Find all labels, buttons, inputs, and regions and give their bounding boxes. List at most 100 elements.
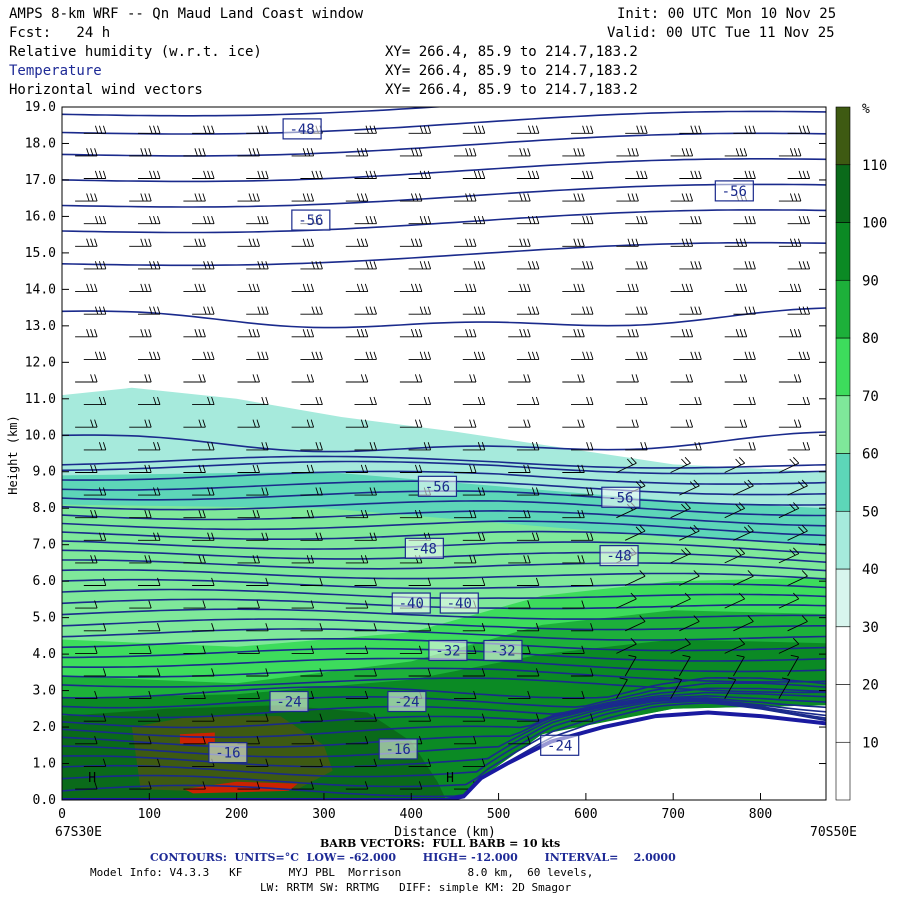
wind-barb xyxy=(724,238,748,247)
wind-barb xyxy=(679,524,700,541)
x-tick-label: 800 xyxy=(749,807,772,822)
x-tick-label: 300 xyxy=(312,807,335,822)
wind-barb xyxy=(129,464,152,473)
wind-barb xyxy=(670,148,694,157)
isotherm-37 xyxy=(62,241,826,267)
wind-barb xyxy=(625,351,648,360)
wind-barb xyxy=(625,396,648,406)
temperature-label-box xyxy=(417,475,458,497)
wind-barb xyxy=(787,215,811,225)
wind-barb xyxy=(508,464,531,473)
wind-barb xyxy=(516,215,540,225)
field-xy-rh: XY= 266.4, 85.9 to 214.7,183.2 xyxy=(385,44,638,60)
rh-region-9 xyxy=(184,781,298,794)
y-tick-label: 18.0 xyxy=(25,136,56,151)
wind-barb xyxy=(562,283,585,293)
wind-barb xyxy=(300,532,323,541)
wind-barb xyxy=(733,306,756,315)
wind-barb xyxy=(138,442,161,451)
wind-barb xyxy=(571,306,594,315)
wind-barb xyxy=(75,781,98,790)
colorbar-swatch xyxy=(835,453,851,512)
temperature-labels: -48 -56 -56 -56 -56 -48 -48 -40 -40 -32 -32 -24 -24 -… xyxy=(208,118,754,764)
wind-barb xyxy=(345,193,369,202)
wind-barb xyxy=(778,677,791,699)
wind-barb xyxy=(616,677,628,699)
wind-barb xyxy=(454,148,477,157)
field-label-rh: Relative humidity (w.r.t. ice) xyxy=(9,44,262,60)
isotherm-5 xyxy=(62,697,826,748)
wind-barb xyxy=(246,351,269,360)
wind-barb xyxy=(183,329,206,338)
wind-barb xyxy=(345,148,369,157)
wind-barb xyxy=(192,487,215,496)
wind-barb xyxy=(345,690,369,700)
wind-barb xyxy=(75,193,98,202)
wind-barb xyxy=(138,396,161,406)
wind-barb xyxy=(183,509,206,519)
wind-barb xyxy=(787,306,811,315)
wind-barb xyxy=(291,329,315,338)
wind-barb xyxy=(183,736,206,745)
wind-barb xyxy=(300,487,323,496)
temperature-label-box xyxy=(439,592,479,614)
forecast-hour: Fcst: 24 h xyxy=(9,25,111,41)
wind-barb xyxy=(625,306,648,315)
wind-barb xyxy=(83,713,107,722)
wind-barb xyxy=(192,125,215,134)
wind-barb xyxy=(246,215,269,225)
wind-barb xyxy=(571,215,594,225)
wind-barb xyxy=(246,668,269,677)
wind-barb xyxy=(300,442,323,451)
wind-barb xyxy=(571,170,594,179)
temperature-label-box xyxy=(483,639,523,662)
wind-barb xyxy=(562,600,585,609)
wind-barb xyxy=(516,261,540,270)
wind-barb xyxy=(345,600,369,609)
wind-barb xyxy=(679,351,702,360)
wind-barb xyxy=(408,261,432,270)
wind-barbs xyxy=(75,125,811,790)
wind-barb xyxy=(571,396,594,406)
wind-barb xyxy=(246,396,269,406)
wind-barb xyxy=(778,193,802,202)
y-tick-label: 0.0 xyxy=(33,793,56,808)
wind-barb xyxy=(454,329,477,338)
wind-barb xyxy=(462,125,486,134)
colorbar-tick-label: 10 xyxy=(862,735,879,751)
wind-barb xyxy=(129,148,152,157)
wind-barb xyxy=(408,351,432,360)
wind-barb xyxy=(724,547,746,564)
wind-barb xyxy=(733,215,756,225)
wind-barb xyxy=(192,668,215,677)
wind-barb xyxy=(516,577,540,586)
wind-barb xyxy=(345,509,369,519)
wind-barb xyxy=(571,713,594,722)
wind-barb xyxy=(138,306,161,315)
wind-barb xyxy=(616,193,639,202)
wind-barb xyxy=(75,690,98,700)
temperature-label: -56 xyxy=(425,479,450,495)
wind-barb xyxy=(508,329,531,338)
chart-title: AMPS 8-km WRF -- Qn Maud Land Coast wind… xyxy=(9,6,364,22)
wind-barb xyxy=(129,329,152,338)
wind-barb xyxy=(354,713,377,722)
wind-barb xyxy=(462,306,486,315)
wind-barb xyxy=(508,736,531,745)
wind-barb xyxy=(192,577,215,586)
wind-barb xyxy=(345,283,369,293)
wind-barb xyxy=(778,148,802,157)
wind-barb xyxy=(183,419,206,428)
isotherm-40 xyxy=(62,158,826,183)
wind-barb xyxy=(733,396,756,406)
y-tick-label: 1.0 xyxy=(33,757,56,772)
wind-barb xyxy=(354,170,377,179)
wind-barb xyxy=(516,396,540,406)
wind-barb xyxy=(183,600,206,609)
isotherm-6 xyxy=(62,694,826,739)
wind-barb xyxy=(778,456,800,473)
wind-barb xyxy=(138,125,161,134)
wind-barb xyxy=(562,464,585,473)
colorbar-unit: % xyxy=(862,102,870,117)
